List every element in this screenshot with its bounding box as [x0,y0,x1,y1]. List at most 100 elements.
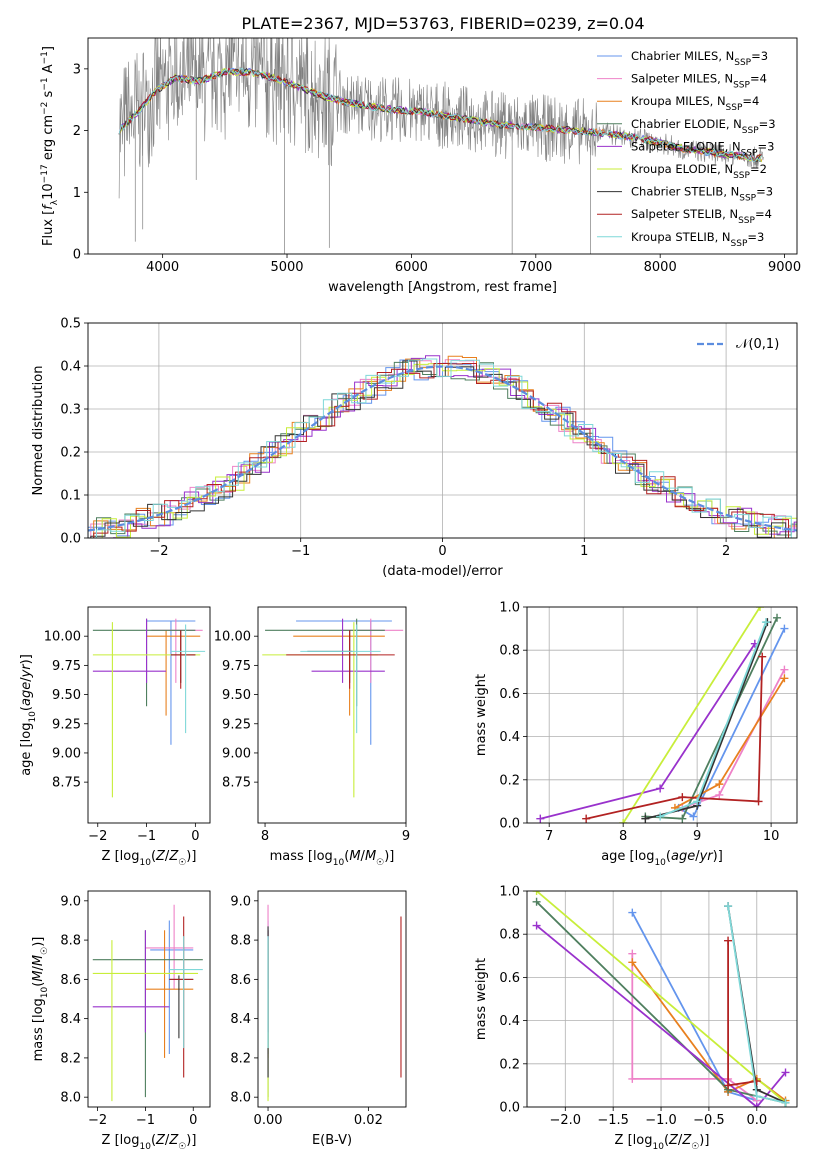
y-tick-label: 8.8 [60,934,81,949]
mass_vs_Z-plot-area [92,904,203,1102]
legend-label-chabrier-miles: Chabrier MILES, NSSP=3 [631,49,768,68]
y-tick-label: 0.0 [499,817,520,832]
weight-marker-kroupa-elodie [532,891,541,895]
x-axis-label: E(B-V) [312,1133,352,1148]
x-axis-label: mass [log10(M/M☉)] [270,849,395,868]
y-tick-label: 0.6 [499,687,520,702]
y-tick-label: 0.0 [499,1101,520,1116]
x-tick-label: 8000 [644,260,677,275]
y-tick-label: 8.6 [60,973,81,988]
x-axis-label: (data-model)/error [382,564,503,579]
x-tick-label: −2 [149,544,168,559]
age_vs_mass-frame [257,606,407,824]
age_vs_mass-axes: 8 9 8.75 9.00 9.25 9.50 9.75 10.00 [214,630,410,844]
weight-marker-salpeter-stelib [754,797,763,806]
x-axis-label: Z [log10(Z/Z☉)] [102,849,197,868]
x-tick-label: 5000 [270,260,303,275]
y-tick-label: 0.1 [60,489,81,504]
weight-line-kroupa-elodie [622,607,761,823]
weight-line-kroupa-elodie [536,891,787,1104]
model-line-chabrier-stelib [118,67,762,163]
residuals-axes: −2 −1 0 1 2 0.0 0.1 0.2 0.3 0.4 0.5 [60,317,797,559]
residuals-frame [87,322,798,539]
spectrum-frame [87,37,798,255]
y-axis-label: mass [log10(M/M☉)] [31,937,50,1062]
figure-title: PLATE=2367, MJD=53763, FIBERID=0239, z=0… [241,14,644,33]
x-tick-label: 7 [545,829,553,844]
x-tick-label: 9 [693,829,701,844]
weight-marker-chabrier-miles [628,908,637,917]
x-tick-label: 0.00 [254,1113,283,1128]
x-axis-label: age [log10(age/yr)] [601,849,723,868]
legend-label-kroupa-elodie: Kroupa ELODIE, NSSP=2 [631,162,767,181]
model-line-kroupa-stelib [118,67,763,162]
y-tick-label: 8.2 [60,1051,81,1066]
y-tick-label: 8.4 [230,1012,251,1027]
x-tick-label: −2 [88,1113,107,1128]
legend-label-salpeter-elodie: Salpeter ELODIE, NSSP=3 [631,139,774,158]
y-tick-label: 1 [73,186,81,201]
legend-label-salpeter-stelib: Salpeter STELIB, NSSP=4 [631,207,772,226]
y-tick-label: 9.0 [60,894,81,909]
y-tick-label: 9.75 [222,659,251,674]
mass_vs_EBV-plot-area [267,904,402,1102]
weight-marker-salpeter-elodie [781,1068,790,1077]
weight-marker-kroupa-stelib [761,618,770,627]
weight-marker-chabrier-elodie [532,897,541,906]
y-tick-label: 0.0 [60,532,81,547]
y-tick-label: 0.4 [499,730,520,745]
weight-marker-salpeter-stelib [724,936,733,945]
x-tick-label: −1.5 [597,1113,629,1128]
weight-marker-salpeter-miles [780,665,789,674]
x-tick-label: 0 [438,544,446,559]
weight-marker-salpeter-stelib [678,793,687,802]
weight_vs_Z-plot-area [532,891,790,1107]
x-tick-label: 1 [580,544,588,559]
gaussian-curve [88,365,797,532]
model-line-salpeter-stelib [118,67,762,162]
y-tick-label: 8.6 [230,973,251,988]
weight-marker-kroupa-stelib [656,812,665,821]
y-tick-label: 0.3 [60,403,81,418]
legend-label-chabrier-stelib: Chabrier STELIB, NSSP=3 [631,185,773,204]
y-tick-label: 0.2 [499,1057,520,1072]
weight-marker-kroupa-miles [715,780,724,789]
weight-marker-kroupa-elodie [756,607,765,611]
legend-label-chabrier-elodie: Chabrier ELODIE, NSSP=3 [631,117,776,136]
y-tick-label: 0.5 [60,317,81,332]
y-tick-label: 9.25 [52,717,81,732]
x-tick-label: −0.5 [693,1113,725,1128]
weight-marker-kroupa-stelib [781,1098,790,1107]
x-tick-label: 8 [619,829,627,844]
y-tick-label: 0.4 [499,1014,520,1029]
y-tick-label: 9.00 [52,746,81,761]
weight-marker-kroupa-stelib [693,797,702,806]
spectrum-axes: 4000 5000 6000 7000 8000 9000 0 1 2 3 [73,62,801,275]
weight-marker-chabrier-elodie [773,613,782,622]
x-tick-label: 0 [191,829,199,844]
x-tick-label: −1.0 [645,1113,677,1128]
y-tick-label: 0 [73,248,81,263]
weight-marker-salpeter-elodie [536,814,545,823]
x-tick-label: −2 [88,829,107,844]
legend-label-kroupa-stelib: Kroupa STELIB, NSSP=3 [631,230,764,249]
residuals-plot-area [88,355,797,538]
weight-marker-salpeter-elodie [532,921,541,930]
weight-marker-salpeter-miles [715,790,724,799]
y-axis-label: age [log10(age/yr)] [19,654,38,776]
y-tick-label: 8.0 [60,1091,81,1106]
x-axis-label: wavelength [Angstrom, rest frame] [328,280,557,295]
weight-marker-kroupa-miles [628,958,637,967]
histogram-kroupa-stelib [88,358,797,538]
weight-marker-kroupa-miles [780,674,789,683]
x-tick-label: 7000 [519,260,552,275]
histogram-salpeter-stelib [88,363,797,538]
age_vs_Z-frame [87,606,211,824]
y-tick-label: 8.0 [230,1091,251,1106]
x-axis-label: Z [log10(Z/Z☉)] [102,1133,197,1152]
weight-marker-salpeter-stelib [758,652,767,661]
x-tick-label: −1 [291,544,310,559]
weight-marker-salpeter-stelib [582,814,591,823]
weight-marker-salpeter-elodie [656,784,665,793]
